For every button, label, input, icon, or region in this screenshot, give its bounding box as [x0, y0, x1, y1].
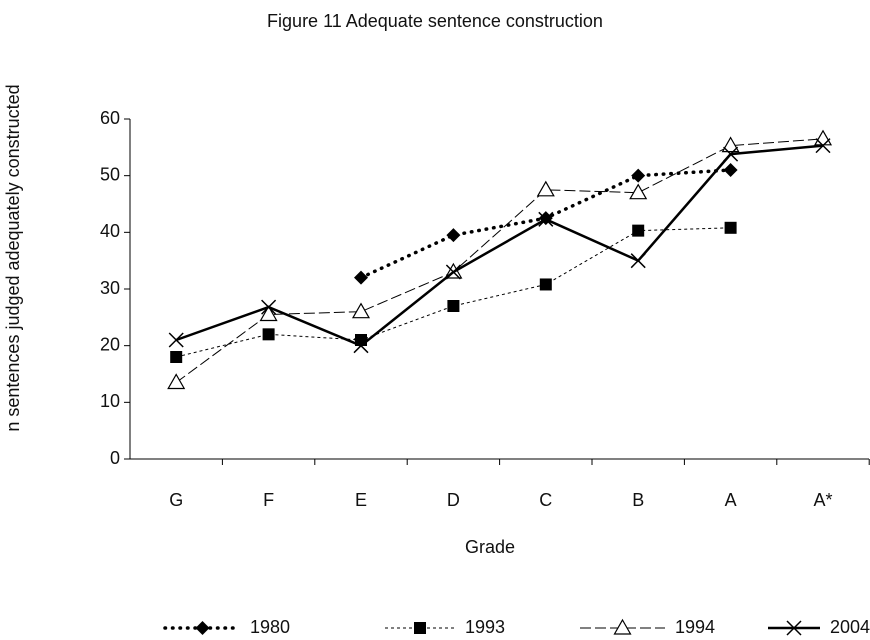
x-tick-label: D — [447, 490, 460, 510]
marker — [167, 373, 186, 390]
marker — [630, 253, 646, 269]
y-tick-label: 20 — [100, 334, 120, 354]
x-tick-label: G — [169, 490, 183, 510]
marker — [632, 224, 645, 237]
y-tick-label: 10 — [100, 391, 120, 411]
marker — [354, 270, 368, 285]
y-tick-label: 60 — [100, 108, 120, 128]
marker — [723, 146, 739, 162]
series-line — [175, 138, 824, 383]
legend-label: 1993 — [465, 617, 505, 637]
marker — [353, 338, 369, 354]
marker — [613, 618, 632, 635]
marker — [446, 228, 461, 243]
marker — [447, 300, 460, 312]
marker — [414, 622, 426, 634]
marker — [813, 129, 833, 146]
marker — [721, 136, 740, 153]
marker — [195, 621, 210, 635]
marker — [170, 351, 183, 363]
y-tick-label: 50 — [100, 164, 120, 184]
marker — [786, 620, 802, 636]
marker — [723, 163, 738, 177]
marker — [538, 211, 554, 227]
legend-label: 2004 — [830, 617, 870, 637]
y-tick-label: 40 — [100, 221, 120, 241]
y-tick-label: 0 — [110, 448, 120, 468]
y-tick-label: 30 — [100, 278, 120, 298]
x-tick-label: E — [355, 490, 367, 510]
marker — [445, 264, 461, 280]
x-tick-label: B — [632, 490, 644, 510]
marker — [261, 299, 277, 315]
y-axis-label: n sentences judged adequately constructe… — [3, 84, 23, 431]
marker — [351, 302, 371, 319]
x-tick-label: C — [539, 490, 552, 510]
series-line — [175, 144, 824, 348]
marker — [168, 332, 184, 348]
marker — [259, 305, 278, 322]
legend-label: 1980 — [250, 617, 290, 637]
marker — [262, 328, 275, 341]
x-axis-label: Grade — [465, 537, 515, 557]
marker — [536, 180, 555, 197]
legend-label: 1994 — [675, 617, 715, 637]
chart-title: Figure 11 Adequate sentence construction — [267, 11, 603, 31]
x-tick-label: F — [263, 490, 274, 510]
marker — [539, 278, 552, 291]
x-tick-label: A* — [813, 490, 832, 510]
marker — [815, 138, 831, 154]
series-line — [176, 227, 731, 358]
marker — [724, 221, 737, 234]
marker — [631, 168, 646, 183]
x-tick-label: A — [725, 490, 737, 510]
marker — [629, 183, 648, 200]
